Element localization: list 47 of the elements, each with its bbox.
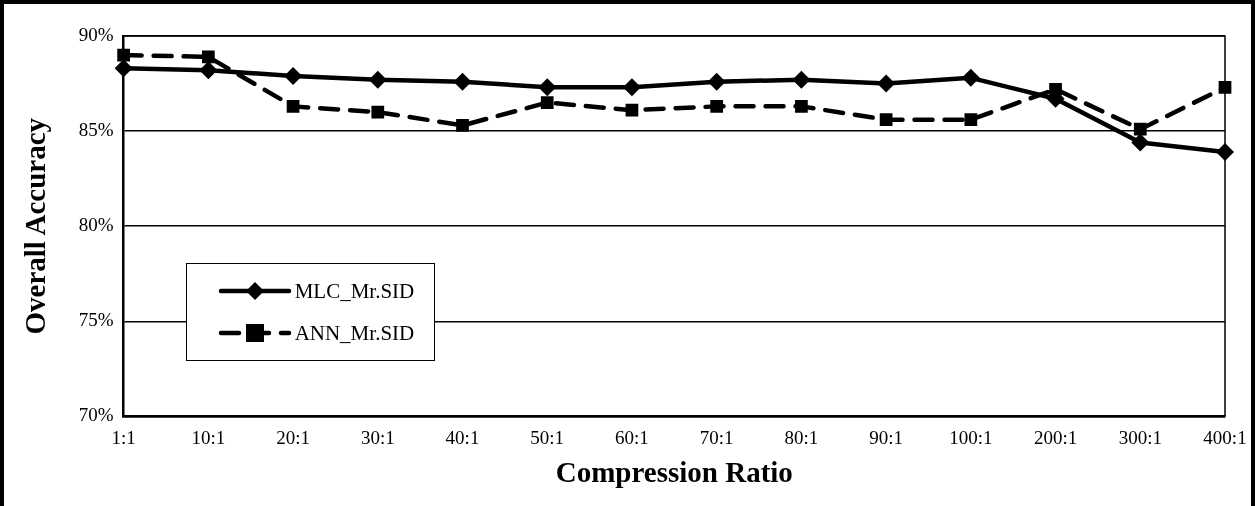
point: [792, 70, 811, 89]
x-tick-label: 20:1: [276, 426, 310, 448]
point: [540, 96, 554, 109]
x-axis-title: Compression Ratio: [555, 456, 793, 489]
x-tick-label: 40:1: [445, 426, 480, 448]
point: [622, 78, 641, 97]
x-tick-label: 300:1: [1118, 426, 1162, 448]
y-tick-label: 70%: [78, 404, 114, 426]
point: [284, 66, 303, 85]
point: [114, 59, 133, 78]
x-tick-label: 30:1: [360, 426, 395, 448]
point: [625, 103, 639, 117]
x-tick-label: 90:1: [869, 426, 904, 448]
y-axis-title: Overall Accuracy: [18, 117, 51, 335]
x-tick-label: 1:1: [111, 426, 136, 448]
y-tick-label: 85%: [78, 119, 114, 141]
x-tick-label: 70:1: [699, 426, 734, 448]
x-tick-label: 10:1: [191, 426, 226, 448]
point: [879, 113, 893, 127]
point: [286, 100, 300, 113]
point: [710, 100, 724, 113]
point: [371, 105, 385, 119]
point: [877, 74, 896, 93]
point: [795, 100, 808, 113]
point: [368, 70, 387, 89]
y-tick-label: 75%: [78, 309, 114, 331]
x-tick-label: 50:1: [530, 426, 565, 448]
x-tick-label: 200:1: [1033, 426, 1078, 448]
y-tick-label: 80%: [78, 214, 114, 236]
point: [1133, 122, 1147, 136]
legend-label: MLC_Mr.SID: [294, 278, 415, 304]
point: [1131, 133, 1150, 152]
point: [199, 61, 218, 80]
point: [201, 50, 215, 64]
legend-label: ANN_Mr.SID: [294, 320, 415, 346]
x-tick-label: 400:1: [1203, 426, 1247, 448]
point: [117, 48, 130, 62]
x-tick-label: 100:1: [949, 426, 993, 448]
point: [707, 72, 726, 91]
point: [961, 68, 980, 87]
y-tick-label: 90%: [78, 23, 114, 45]
x-tick-label: 80:1: [784, 426, 819, 448]
x-tick-label: 60:1: [615, 426, 649, 448]
point: [964, 113, 978, 127]
point: [538, 78, 557, 97]
point: [456, 119, 469, 132]
point: [453, 72, 472, 91]
